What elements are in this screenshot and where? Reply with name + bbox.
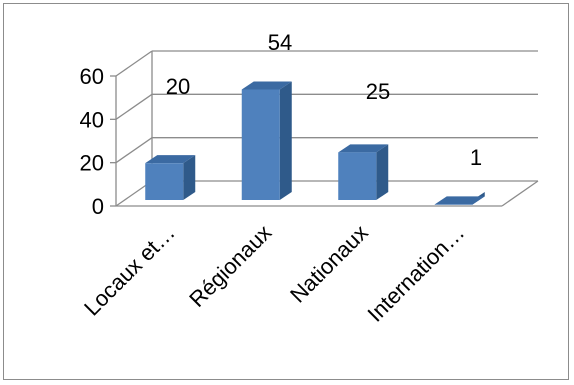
bar-2 bbox=[241, 81, 292, 200]
data-label: 54 bbox=[268, 30, 292, 55]
x-tick-label: Internation… bbox=[363, 220, 470, 327]
y-tick-label: 60 bbox=[80, 64, 104, 89]
bar-3 bbox=[338, 144, 389, 200]
y-tick-label: 0 bbox=[92, 194, 104, 219]
bar-side bbox=[376, 144, 389, 200]
bar-top bbox=[145, 155, 196, 164]
y-axis-ticks: 0 20 40 60 bbox=[80, 64, 104, 219]
data-labels: 20 54 25 1 bbox=[166, 30, 482, 170]
x-tick-label: Régionaux bbox=[184, 220, 276, 312]
x-tick-label: Locaux et… bbox=[79, 220, 180, 321]
data-label: 20 bbox=[166, 74, 190, 99]
bar-side bbox=[279, 81, 292, 200]
y-tick-label: 20 bbox=[80, 151, 104, 176]
bar-front bbox=[338, 152, 377, 200]
bar-front bbox=[145, 163, 184, 200]
bar-top bbox=[434, 196, 485, 205]
side-gridline bbox=[115, 137, 153, 164]
bar-side bbox=[183, 155, 196, 200]
bar-front bbox=[434, 204, 473, 205]
side-gridline bbox=[115, 93, 153, 120]
bar-top bbox=[241, 81, 292, 90]
x-axis-ticks: Locaux et… Régionaux NationauxInternation… bbox=[79, 220, 469, 327]
gridlines bbox=[110, 50, 539, 207]
y-tick-label: 40 bbox=[80, 107, 104, 132]
data-label: 1 bbox=[470, 145, 482, 170]
data-label: 25 bbox=[366, 79, 390, 104]
floor-edge bbox=[501, 180, 539, 207]
bar-1 bbox=[145, 155, 196, 200]
bar-front bbox=[241, 89, 280, 200]
side-gridline bbox=[115, 50, 153, 77]
bar-top bbox=[338, 144, 389, 153]
bar-4 bbox=[434, 192, 485, 205]
x-tick-label: Nationaux bbox=[285, 220, 373, 308]
bars bbox=[145, 81, 485, 205]
